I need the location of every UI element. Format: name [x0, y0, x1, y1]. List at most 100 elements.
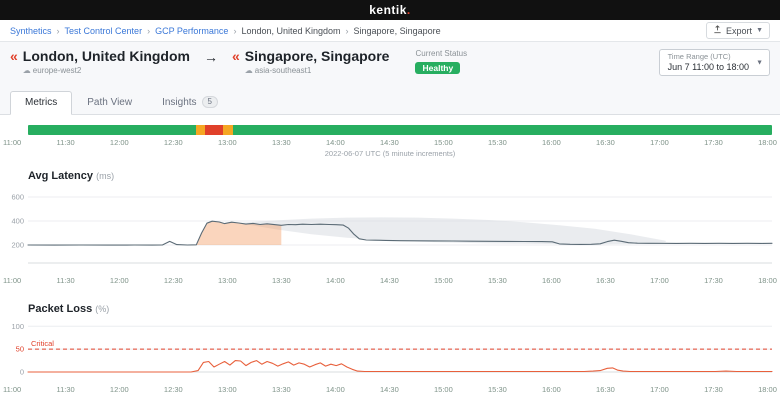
time-tick-label: 14:30: [379, 276, 399, 285]
time-tick-label: 16:30: [596, 138, 615, 147]
time-tick-label: 15:30: [488, 385, 507, 394]
top-app-bar: kentik.: [0, 0, 780, 20]
time-tick-label: 13:30: [271, 276, 291, 285]
time-tick-label: 11:00: [3, 385, 22, 394]
time-tick-label: 15:00: [434, 138, 453, 147]
time-tick-label: 17:30: [704, 385, 723, 394]
time-tick-label: 16:00: [542, 138, 561, 147]
svg-text:600: 600: [11, 193, 24, 202]
time-tick-label: 14:00: [325, 138, 345, 147]
breadcrumb-separator: ›: [56, 25, 60, 36]
export-button[interactable]: Export ▼: [706, 22, 770, 39]
svg-text:400: 400: [11, 217, 24, 226]
packet-loss-section: Packet Loss (%) 0 50 100 Critical 11:00 11:3…: [0, 303, 780, 394]
destination-title: Singapore, Singapore: [244, 48, 390, 64]
chevron-down-icon: ▼: [756, 59, 763, 66]
time-tick-label: 12:30: [163, 276, 183, 285]
time-range-selector[interactable]: Time Range (UTC) Jun 7 11:00 to 18:00 ▼: [658, 49, 770, 76]
timeline-segment-critical[interactable]: [205, 125, 223, 135]
route-arrow-icon: →: [203, 49, 218, 65]
tab-metrics[interactable]: Metrics: [10, 91, 73, 115]
time-tick-label: 13:30: [271, 385, 291, 394]
tab-bar: Metrics Path View Insights 5: [0, 84, 780, 115]
chevron-down-icon: ▼: [756, 27, 763, 34]
breadcrumb-separator: ›: [147, 25, 151, 36]
time-tick-label: 14:30: [379, 138, 399, 147]
kentik-logo: kentik.: [369, 3, 411, 17]
status-timeline-section: [0, 115, 780, 135]
breadcrumb-separator: ›: [233, 25, 237, 36]
svg-text:100: 100: [11, 322, 24, 331]
insights-count-badge: 5: [201, 96, 218, 108]
destination-region: ☁ asia-southeast1: [244, 66, 312, 75]
export-icon: [713, 25, 722, 36]
avg-latency-chart: 200 400 600: [11, 193, 773, 264]
breadcrumb-origin: London, United Kingdom: [241, 25, 341, 36]
time-tick-label: 13:30: [271, 138, 291, 147]
collapse-left-icon[interactable]: «: [10, 48, 18, 64]
packet-loss-chart: 0 50 100 Critical: [11, 322, 773, 377]
time-range-label: Time Range (UTC): [667, 52, 731, 61]
timeline-segment-warning[interactable]: [222, 125, 234, 135]
time-tick-label: 15:00: [434, 276, 453, 285]
breadcrumb-destination: Singapore, Singapore: [353, 25, 441, 36]
time-tick-label: 17:00: [650, 276, 669, 285]
status-badge: Healthy: [415, 62, 461, 74]
timeline-segment-warning[interactable]: [196, 125, 206, 135]
time-tick-label: 13:00: [217, 138, 237, 147]
time-tick-label: 16:30: [596, 276, 615, 285]
time-tick-label: 14:00: [325, 385, 345, 394]
time-tick-label: 13:00: [217, 385, 237, 394]
time-tick-label: 14:30: [379, 385, 399, 394]
svg-text:0: 0: [20, 368, 24, 377]
time-tick-label: 11:30: [56, 385, 75, 394]
tab-path-view[interactable]: Path View: [87, 97, 133, 108]
time-tick-label: 17:00: [650, 138, 669, 147]
destination-block: « Singapore, Singapore ☁ asia-southeast1: [231, 48, 390, 76]
time-tick-label: 18:00: [758, 385, 777, 394]
svg-text:200: 200: [11, 241, 24, 250]
time-tick-label: 12:30: [163, 138, 183, 147]
breadcrumb-separator: ›: [345, 25, 349, 36]
time-tick-label: 12:00: [109, 138, 129, 147]
time-tick-label: 11:30: [56, 138, 75, 147]
time-tick-label: 11:00: [3, 138, 22, 147]
breadcrumb-test-control-center[interactable]: Test Control Center: [64, 25, 143, 36]
test-header: « London, United Kingdom ☁ europe-west2 →…: [0, 42, 780, 115]
time-tick-label: 16:30: [596, 385, 615, 394]
origin-block: « London, United Kingdom ☁ europe-west2: [10, 48, 190, 76]
avg-latency-section: Avg Latency (ms) 200 400 600 11:00 11:30 12:…: [0, 170, 780, 285]
cloud-icon: ☁: [244, 66, 253, 75]
status-timeline[interactable]: [28, 125, 772, 135]
collapse-right-icon[interactable]: «: [231, 48, 240, 64]
time-tick-label: 15:30: [488, 138, 507, 147]
time-axis: 11:00 11:30 12:00 12:30 13:00 13:30 14:00 14:30…: [0, 135, 780, 147]
origin-region: ☁ europe-west2: [22, 66, 82, 75]
time-tick-label: 14:00: [325, 276, 345, 285]
svg-text:50: 50: [16, 345, 24, 354]
time-axis: 11:00 11:30 12:00 12:30 13:00 13:30 14:00 14:30…: [0, 382, 780, 394]
time-tick-label: 11:00: [3, 276, 22, 285]
timeline-segment-healthy[interactable]: [233, 125, 772, 135]
current-status: Current Status Healthy: [415, 49, 467, 76]
current-status-label: Current Status: [415, 49, 468, 58]
timeline-caption: 2022-06-07 UTC (5 minute increments): [324, 149, 456, 158]
cloud-icon: ☁: [22, 66, 31, 75]
breadcrumb: Synthetics › Test Control Center › GCP Per…: [0, 20, 780, 42]
timeline-segment-healthy[interactable]: [28, 125, 197, 135]
time-axis: 11:00 11:30 12:00 12:30 13:00 13:30 14:00 14:30…: [0, 273, 780, 285]
breadcrumb-gcp-performance[interactable]: GCP Performance: [155, 25, 229, 36]
time-range-value: Jun 7 11:00 to 18:00: [667, 62, 749, 72]
export-label: Export: [726, 25, 753, 36]
time-tick-label: 13:00: [217, 276, 237, 285]
breadcrumb-synthetics[interactable]: Synthetics: [10, 25, 52, 36]
time-tick-label: 12:00: [109, 276, 129, 285]
time-tick-label: 18:00: [758, 276, 777, 285]
tab-insights[interactable]: Insights 5: [147, 90, 233, 115]
time-tick-label: 12:00: [109, 385, 129, 394]
time-tick-label: 15:30: [488, 276, 507, 285]
time-tick-label: 12:30: [163, 385, 183, 394]
time-tick-label: 16:00: [542, 385, 561, 394]
time-tick-label: 16:00: [542, 276, 561, 285]
packet-loss-title: Packet Loss (%): [28, 303, 110, 315]
